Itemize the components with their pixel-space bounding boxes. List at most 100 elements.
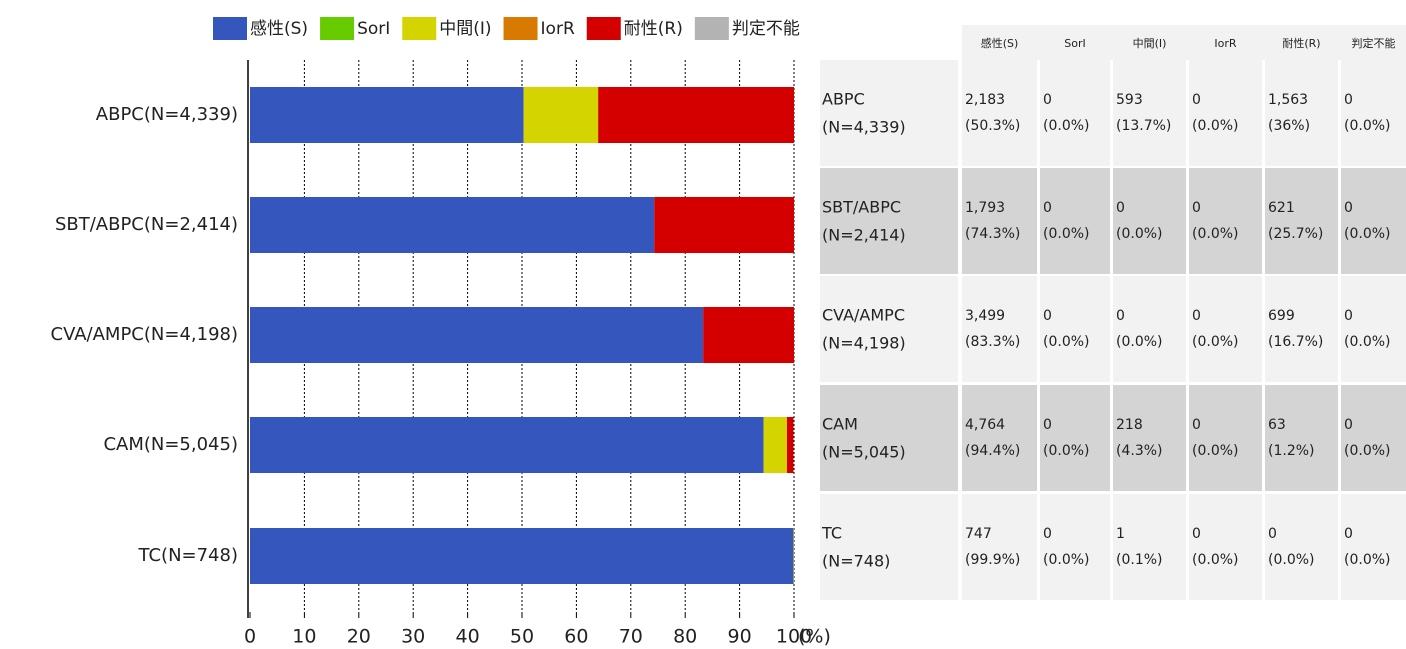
cell-percent: (0.1%): [1116, 552, 1163, 568]
column-header: SorI: [1064, 37, 1085, 50]
row-label-n: (N=5,045): [822, 443, 906, 462]
x-tick-label: 90: [728, 626, 752, 648]
y-tick-label: CVA/AMPC(N=4,198): [51, 324, 239, 345]
legend-label: SorI: [357, 19, 390, 39]
cell-count: 0: [1344, 92, 1353, 108]
x-axis-label: (%): [798, 626, 831, 648]
cell-count: 0: [1116, 200, 1125, 216]
cell-count: 1: [1116, 526, 1125, 542]
cell-count: 0: [1192, 92, 1201, 108]
x-tick-label: 30: [401, 626, 425, 648]
table-cell: [1341, 60, 1406, 166]
table-cell: [962, 276, 1037, 382]
cell-percent: (4.3%): [1116, 443, 1163, 459]
cell-count: 621: [1268, 200, 1295, 216]
table-cell: [1189, 60, 1262, 166]
bar-segment: [250, 87, 524, 143]
cell-count: 218: [1116, 417, 1143, 433]
legend-swatch: [320, 17, 355, 40]
column-header: 判定不能: [1352, 36, 1396, 50]
legend-label: 感性(S): [250, 19, 308, 39]
cell-count: 747: [965, 526, 992, 542]
cell-percent: (0.0%): [1043, 552, 1090, 568]
y-tick-label: TC(N=748): [138, 545, 238, 566]
table-cell: [962, 168, 1037, 274]
x-tick-label: 50: [510, 626, 534, 648]
cell-percent: (25.7%): [1268, 226, 1323, 242]
cell-percent: (16.7%): [1268, 334, 1323, 350]
cell-percent: (0.0%): [1192, 552, 1239, 568]
legend-swatch: [402, 17, 437, 40]
table-cell: [1265, 276, 1338, 382]
x-tick-label: 10: [292, 626, 316, 648]
table-cell: [1265, 494, 1338, 600]
cell-percent: (50.3%): [965, 118, 1020, 134]
cell-count: 0: [1043, 200, 1052, 216]
bar-segment: [793, 528, 794, 584]
legend-swatch: [586, 17, 621, 40]
row-label-cell: [820, 494, 958, 600]
cell-count: 0: [1192, 526, 1201, 542]
column-header: IorR: [1214, 37, 1236, 50]
cell-percent: (0.0%): [1344, 552, 1391, 568]
cell-percent: (0.0%): [1344, 334, 1391, 350]
row-label-n: (N=2,414): [822, 226, 906, 245]
table-cell: [1341, 168, 1406, 274]
legend-swatch: [213, 17, 247, 40]
table-cell: [1341, 494, 1406, 600]
bar-segment: [703, 307, 794, 363]
bar-segment: [250, 197, 655, 253]
column-header: 耐性(R): [1282, 36, 1320, 50]
cell-count: 593: [1116, 92, 1143, 108]
table-cell: [1189, 385, 1262, 491]
table-cell: [962, 494, 1037, 600]
cell-percent: (0.0%): [1043, 334, 1090, 350]
header-cell: [1040, 25, 1110, 60]
cell-percent: (36%): [1268, 118, 1310, 134]
cell-count: 699: [1268, 308, 1295, 324]
y-tick-label: ABPC(N=4,339): [96, 104, 238, 125]
table-cell: [1265, 385, 1338, 491]
y-tick-label: CAM(N=5,045): [103, 434, 238, 455]
table-cell: [1265, 168, 1338, 274]
legend-label: IorR: [541, 19, 575, 39]
row-label: CAM: [822, 415, 858, 434]
bar-segment: [598, 87, 794, 143]
cell-count: 0: [1043, 308, 1052, 324]
bar-segment: [763, 417, 787, 473]
x-tick-label: 60: [564, 626, 588, 648]
table-cell: [1113, 276, 1186, 382]
table-cell: [1040, 168, 1110, 274]
cell-count: 0: [1344, 417, 1353, 433]
column-header: 感性(S): [981, 36, 1019, 50]
table-cell: [1265, 60, 1338, 166]
legend-swatch: [503, 17, 538, 40]
cell-count: 0: [1116, 308, 1125, 324]
row-label-n: (N=748): [822, 552, 890, 571]
cell-count: 0: [1268, 526, 1277, 542]
row-label-cell: [820, 276, 958, 382]
x-tick-label: 0: [244, 626, 256, 648]
bar-segment: [654, 197, 794, 253]
cell-percent: (0.0%): [1043, 118, 1090, 134]
cell-count: 0: [1043, 417, 1052, 433]
cell-percent: (0.0%): [1344, 443, 1391, 459]
cell-count: 0: [1344, 526, 1353, 542]
legend-label: 中間(I): [439, 19, 491, 39]
table-cell: [1113, 60, 1186, 166]
cell-count: 0: [1192, 417, 1201, 433]
row-label-n: (N=4,198): [822, 334, 906, 353]
cell-count: 4,764: [965, 417, 1005, 433]
legend-swatch: [694, 17, 729, 40]
table-cell: [1113, 385, 1186, 491]
bar-segment: [250, 528, 794, 584]
y-tick-label: SBT/ABPC(N=2,414): [55, 214, 238, 235]
table-cell: [1113, 494, 1186, 600]
x-tick-label: 80: [673, 626, 697, 648]
bar-segment: [786, 417, 794, 473]
row-label: SBT/ABPC: [822, 198, 901, 217]
header-cell: [1113, 25, 1186, 60]
cell-count: 1,793: [965, 200, 1005, 216]
cell-percent: (0.0%): [1268, 552, 1315, 568]
